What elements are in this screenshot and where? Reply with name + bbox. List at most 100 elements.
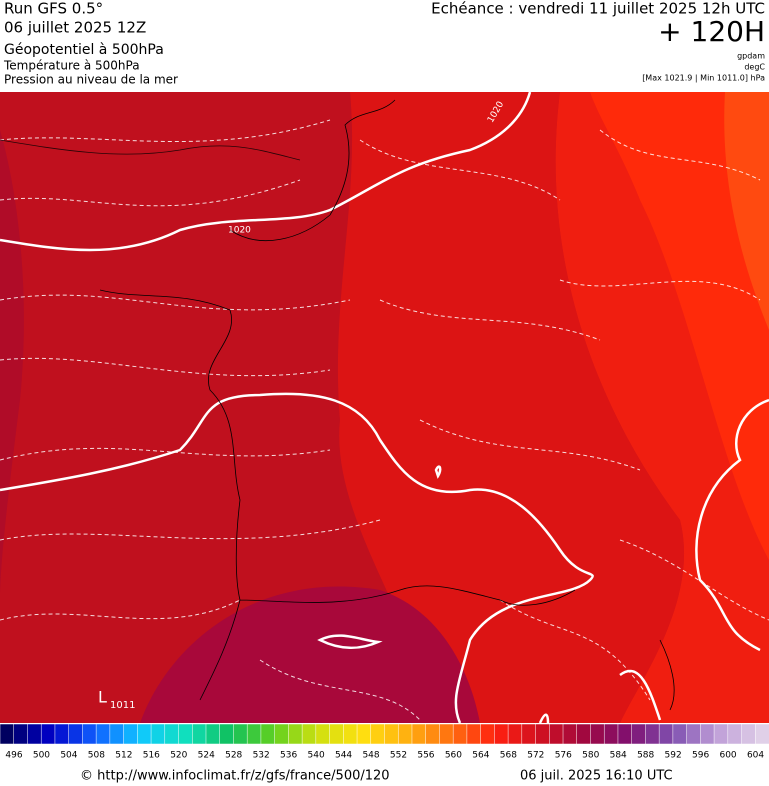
colorbar-cell	[425, 723, 441, 745]
colorbar-cell	[95, 723, 111, 745]
lead-time: + 120H	[658, 15, 765, 48]
colorbar-cell	[164, 723, 180, 745]
colorbar-cell	[260, 723, 276, 745]
footer-time: 06 juil. 2025 16:10 UTC	[520, 769, 673, 784]
colorbar-label: 544	[335, 751, 352, 761]
colorbar-label: 568	[500, 751, 517, 761]
colorbar-cell	[123, 723, 139, 745]
colorbar-cell	[233, 723, 248, 745]
colorbar-label: 508	[88, 751, 105, 761]
colorbar-cell	[562, 723, 578, 745]
colorbar-label: 576	[555, 751, 572, 761]
colorbar-cell	[315, 723, 331, 745]
colorbar-cell	[727, 723, 743, 745]
colorbar-label: 516	[143, 751, 160, 761]
colorbar-cell	[521, 723, 537, 745]
temp-zone	[140, 586, 480, 723]
colorbar-cell	[631, 723, 647, 745]
colorbar-label: 548	[362, 751, 379, 761]
temp-zone	[0, 130, 24, 600]
colorbar-cell	[672, 723, 688, 745]
colorbar-cell	[590, 723, 605, 745]
unit: gpdam	[737, 52, 765, 61]
colorbar-cell	[617, 723, 633, 745]
colorbar-cell	[356, 723, 372, 745]
colorbar-cell	[205, 723, 221, 745]
colorbar-label: 600	[719, 751, 736, 761]
colorbar-cell	[82, 723, 97, 745]
colorbar-cell	[645, 723, 660, 745]
colorbar-label: 560	[445, 751, 462, 761]
colorbar-cell	[370, 723, 386, 745]
field: Pression au niveau de la mer	[4, 73, 178, 87]
colorbar-cell	[40, 723, 56, 745]
colorbar-label: 504	[60, 751, 77, 761]
colorbar-cell	[686, 723, 702, 745]
colorbar-label: 564	[472, 751, 489, 761]
colorbar-cell	[535, 723, 551, 745]
colorbar-label: 588	[637, 751, 654, 761]
colorbar-cell	[700, 723, 715, 745]
colorbar-cell	[658, 723, 674, 745]
colorbar-cell	[452, 723, 468, 745]
colorbar-cell	[274, 723, 290, 745]
colorbar-cell	[0, 723, 15, 745]
colorbar-cell	[219, 723, 235, 745]
colorbar-cell	[466, 723, 482, 745]
colorbar-cell	[713, 723, 729, 745]
colorbar-cell	[27, 723, 42, 745]
colorbar-label: 592	[665, 751, 682, 761]
colorbar-label: 520	[170, 751, 187, 761]
colorbar-cell	[397, 723, 413, 745]
colorbar-cell	[137, 723, 152, 745]
run-date: 06 juillet 2025 12Z	[4, 19, 146, 37]
temp-zone	[590, 92, 769, 560]
temp-zone	[724, 92, 769, 330]
colorbar-cell	[603, 723, 619, 745]
colorbar-cell	[741, 723, 757, 745]
colorbar-cell	[494, 723, 509, 745]
colorbar-label: 536	[280, 751, 297, 761]
low-symbol: L	[98, 688, 107, 707]
colorbar-cell	[411, 723, 427, 745]
colorbar-cell	[178, 723, 193, 745]
colorbar-cell	[13, 723, 29, 745]
colorbar-label: 596	[692, 751, 709, 761]
colorbar-cell	[54, 723, 70, 745]
colorbar-cell	[192, 723, 207, 745]
field: Température à 500hPa	[3, 59, 140, 73]
run: Run GFS 0.5°	[4, 0, 103, 18]
colorbar-label: 532	[253, 751, 270, 761]
colorbar-label: 524	[198, 751, 215, 761]
colorbar-cell	[343, 723, 358, 745]
colorbar-cell	[480, 723, 496, 745]
colorbar-label: 556	[417, 751, 434, 761]
colorbar-label: 552	[390, 751, 407, 761]
colorbar-label: 500	[33, 751, 50, 761]
colorbar: 496 500 504 508 512 516 520 524 528 532 536 540 544 5…	[0, 723, 769, 761]
colorbar-cell	[329, 723, 345, 745]
colorbar-cell	[576, 723, 592, 745]
colorbar-label: 584	[610, 751, 627, 761]
colorbar-cell	[301, 723, 317, 745]
colorbar-cell	[109, 723, 125, 745]
colorbar-label: 512	[115, 751, 132, 761]
footer-url: © http://www.infoclimat.fr/z/gfs/france/…	[80, 769, 390, 784]
colorbar-label: 580	[582, 751, 599, 761]
low-value: 1011	[110, 700, 135, 711]
colorbar-cell	[507, 723, 523, 745]
colorbar-cell	[150, 723, 166, 745]
colorbar-cell	[755, 723, 769, 745]
colorbar-label: 528	[225, 751, 242, 761]
field: Géopotentiel à 500hPa	[4, 42, 164, 58]
colorbar-cell	[288, 723, 303, 745]
isobar-label: 1020	[228, 226, 251, 236]
colorbar-cell	[68, 723, 84, 745]
valid-time: Echéance : vendredi 11 juillet 2025 12h …	[431, 0, 765, 18]
map: 1020 1020 L 1011	[0, 92, 769, 723]
pressure-range: [Max 1021.9 | Min 1011.0] hPa	[642, 74, 765, 83]
colorbar-label: 540	[308, 751, 325, 761]
colorbar-cell	[384, 723, 399, 745]
unit: degC	[744, 63, 765, 72]
